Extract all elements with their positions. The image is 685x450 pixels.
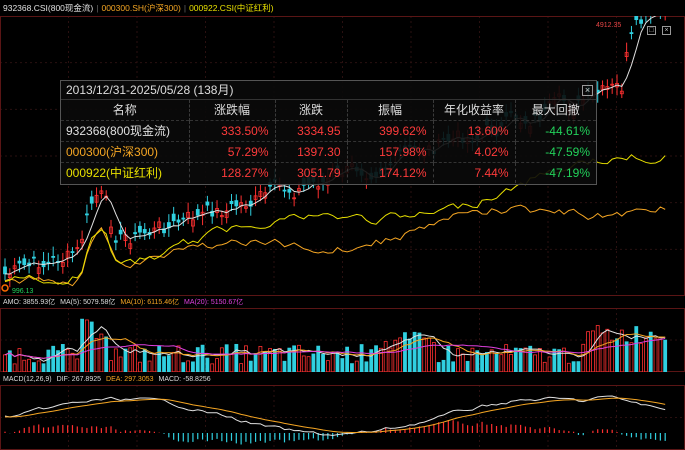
row-change: 3051.79 <box>275 161 348 183</box>
interval-stats-popup: 2013/12/31-2025/05/28 (138月) × 名称 涨跌幅 涨跌… <box>60 80 597 185</box>
popup-title: 2013/12/31-2025/05/28 (138月) <box>66 83 234 97</box>
macd-value: MACD: -58.8256 <box>158 375 211 383</box>
col-header-annual: 年化收益率 <box>433 100 516 120</box>
legend-series-2[interactable]: 000300.SH(沪深300) <box>101 3 181 13</box>
row-change-pct: 128.27% <box>189 161 276 183</box>
macd-header: MACD(12,26,9) DIF: 267.8925 DEA: 297.305… <box>0 373 685 385</box>
row-change-pct: 57.29% <box>189 140 276 162</box>
row-drawdown: -44.61% <box>515 119 596 141</box>
close-chart-icon[interactable]: × <box>662 26 671 35</box>
row-amplitude: 174.12% <box>347 161 434 183</box>
legend-series-1[interactable]: 932368.CSI(800现金流) <box>3 3 94 13</box>
price-high-label: 4912.35 <box>596 22 622 29</box>
col-header-change: 涨跌 <box>275 100 348 120</box>
row-drawdown: -47.59% <box>515 140 596 162</box>
row-amplitude: 399.62% <box>347 119 434 141</box>
table-row[interactable]: 000922(中证红利) 128.27% 3051.79 174.12% 7.4… <box>61 161 596 183</box>
table-row[interactable]: 932368(800现金流) 333.50% 3334.95 399.62% 1… <box>61 119 596 141</box>
legend-series-3[interactable]: 000922.CSI(中证红利) <box>189 3 274 13</box>
macd-dea: DEA: 297.3053 <box>106 375 154 383</box>
col-header-change-pct: 涨跌幅 <box>189 100 276 120</box>
row-name: 000300(沪深300) <box>61 140 190 162</box>
macd-label: MACD(12,26,9) <box>3 375 52 383</box>
col-header-amplitude: 振幅 <box>347 100 434 120</box>
price-low-label: 996.13 <box>12 288 34 295</box>
row-name: 932368(800现金流) <box>61 119 190 141</box>
chart-legend: 932368.CSI(800现金流) | 000300.SH(沪深300) | … <box>3 3 274 13</box>
table-row[interactable]: 000300(沪深300) 57.29% 1397.30 157.98% 4.0… <box>61 140 596 162</box>
amo-header: AMO: 3855.93亿 MA(5): 5079.58亿 MA(10): 61… <box>0 296 685 308</box>
row-change: 3334.95 <box>275 119 348 141</box>
restore-icon[interactable]: □ <box>647 26 656 35</box>
row-amplitude: 157.98% <box>347 140 434 162</box>
amo-ma20: MA(20): 5150.67亿 <box>184 299 244 306</box>
amo-ma10: MA(10): 6115.46亿 <box>120 299 180 306</box>
amo-ma5: MA(5): 5079.58亿 <box>60 299 116 306</box>
row-name: 000922(中证红利) <box>61 161 190 183</box>
volume-panel[interactable] <box>0 308 685 373</box>
stats-table: 名称 涨跌幅 涨跌 振幅 年化收益率 最大回撤 932368(800现金流) 3… <box>61 100 596 183</box>
macd-chart[interactable] <box>0 385 685 450</box>
row-drawdown: -47.19% <box>515 161 596 183</box>
popup-close-icon[interactable]: × <box>582 85 593 96</box>
col-header-drawdown: 最大回撤 <box>531 103 580 118</box>
row-change-pct: 333.50% <box>189 119 276 141</box>
row-annual: 7.44% <box>433 161 516 183</box>
macd-panel[interactable] <box>0 385 685 450</box>
amo-label: AMO: 3855.93亿 <box>3 299 56 306</box>
col-header-name: 名称 <box>61 100 190 120</box>
volume-chart[interactable] <box>0 308 685 373</box>
row-annual: 4.02% <box>433 140 516 162</box>
row-annual: 13.60% <box>433 119 516 141</box>
row-change: 1397.30 <box>275 140 348 162</box>
macd-dif: DIF: 267.8925 <box>56 375 102 383</box>
